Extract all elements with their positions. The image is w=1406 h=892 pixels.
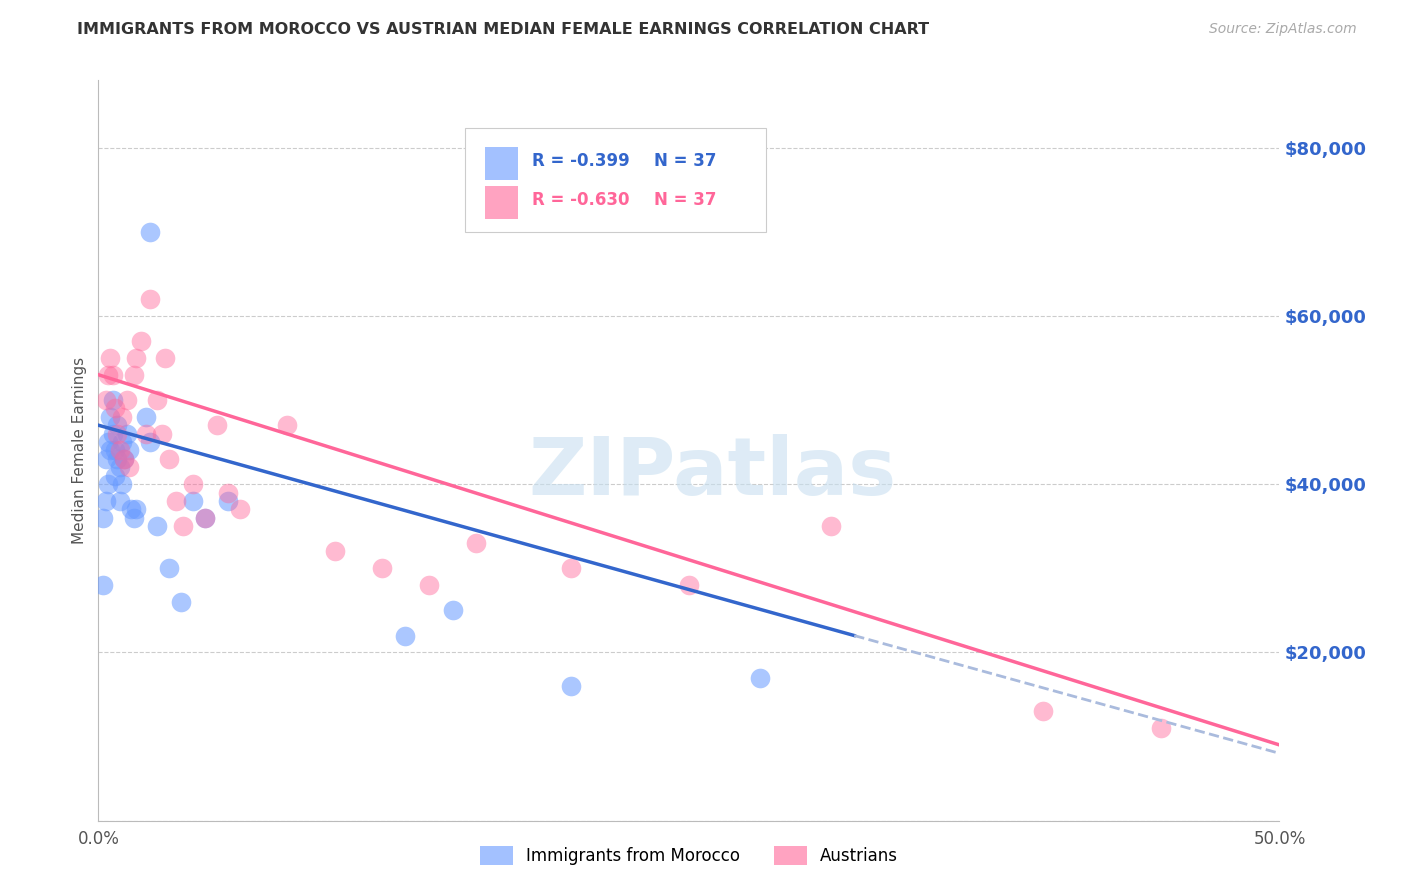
Point bbox=[1032, 704, 1054, 718]
Point bbox=[112, 451, 135, 466]
Point bbox=[98, 443, 121, 458]
Point bbox=[194, 510, 217, 524]
Bar bbox=[485, 147, 517, 180]
Text: Source: ZipAtlas.com: Source: ZipAtlas.com bbox=[1209, 22, 1357, 37]
Point bbox=[121, 502, 143, 516]
Point bbox=[115, 392, 138, 407]
Point bbox=[139, 292, 162, 306]
Point bbox=[1150, 721, 1173, 735]
Point bbox=[125, 351, 148, 365]
FancyBboxPatch shape bbox=[464, 128, 766, 232]
Point bbox=[560, 561, 582, 575]
Text: N = 37: N = 37 bbox=[654, 191, 716, 210]
Legend: Immigrants from Morocco, Austrians: Immigrants from Morocco, Austrians bbox=[472, 839, 905, 871]
Point bbox=[276, 418, 298, 433]
Point bbox=[678, 578, 700, 592]
Point bbox=[157, 451, 180, 466]
Point bbox=[104, 443, 127, 458]
Point bbox=[153, 351, 176, 365]
Text: ZIPatlas: ZIPatlas bbox=[529, 434, 897, 512]
Point bbox=[217, 485, 239, 500]
Point bbox=[118, 443, 141, 458]
Point bbox=[105, 426, 128, 441]
Point bbox=[94, 451, 117, 466]
Point bbox=[139, 435, 162, 450]
Point bbox=[820, 519, 842, 533]
Point bbox=[229, 502, 252, 516]
Point bbox=[111, 409, 134, 424]
Point bbox=[323, 544, 346, 558]
Point bbox=[560, 679, 582, 693]
Point bbox=[181, 494, 204, 508]
Text: R = -0.399: R = -0.399 bbox=[531, 153, 630, 170]
Point bbox=[104, 468, 127, 483]
Point bbox=[108, 494, 131, 508]
Point bbox=[104, 401, 127, 416]
Y-axis label: Median Female Earnings: Median Female Earnings bbox=[72, 357, 87, 544]
Point bbox=[108, 460, 131, 475]
Point bbox=[205, 418, 228, 433]
Point bbox=[394, 628, 416, 642]
Point bbox=[194, 510, 217, 524]
Point bbox=[101, 368, 124, 382]
Point bbox=[91, 510, 114, 524]
Point bbox=[172, 519, 194, 533]
Point bbox=[146, 519, 169, 533]
Point bbox=[441, 603, 464, 617]
Point bbox=[122, 510, 145, 524]
Point bbox=[748, 671, 770, 685]
Point bbox=[135, 426, 157, 441]
Point bbox=[125, 502, 148, 516]
Point bbox=[146, 392, 169, 407]
Point bbox=[170, 595, 193, 609]
Point bbox=[165, 494, 187, 508]
Bar bbox=[485, 186, 517, 219]
Text: R = -0.630: R = -0.630 bbox=[531, 191, 630, 210]
Point bbox=[217, 494, 239, 508]
Point bbox=[112, 451, 135, 466]
Point bbox=[108, 443, 131, 458]
Point bbox=[91, 578, 114, 592]
Point bbox=[97, 477, 120, 491]
Point bbox=[97, 368, 120, 382]
Point bbox=[94, 392, 117, 407]
Point bbox=[129, 334, 152, 348]
Point bbox=[418, 578, 440, 592]
Point bbox=[105, 418, 128, 433]
Point bbox=[122, 368, 145, 382]
Point bbox=[111, 435, 134, 450]
Point bbox=[115, 426, 138, 441]
Point bbox=[94, 494, 117, 508]
Point bbox=[98, 409, 121, 424]
Point bbox=[98, 351, 121, 365]
Text: IMMIGRANTS FROM MOROCCO VS AUSTRIAN MEDIAN FEMALE EARNINGS CORRELATION CHART: IMMIGRANTS FROM MOROCCO VS AUSTRIAN MEDI… bbox=[77, 22, 929, 37]
Point bbox=[97, 435, 120, 450]
Point bbox=[181, 477, 204, 491]
Point bbox=[118, 460, 141, 475]
Point bbox=[101, 392, 124, 407]
Point bbox=[150, 426, 173, 441]
Point bbox=[371, 561, 394, 575]
Point bbox=[111, 477, 134, 491]
Text: N = 37: N = 37 bbox=[654, 153, 716, 170]
Point bbox=[139, 225, 162, 239]
Point bbox=[135, 409, 157, 424]
Point bbox=[465, 536, 488, 550]
Point bbox=[101, 426, 124, 441]
Point bbox=[105, 451, 128, 466]
Point bbox=[157, 561, 180, 575]
